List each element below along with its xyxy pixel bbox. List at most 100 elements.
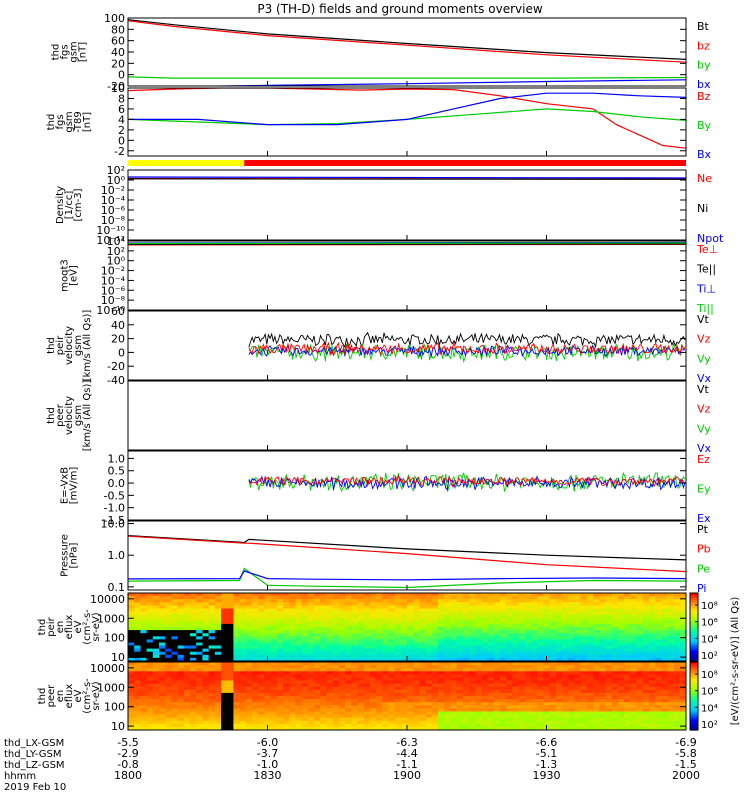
heatmap-cell: [202, 711, 210, 716]
heatmap-cell: [661, 617, 668, 622]
heatmap-cell: [270, 617, 278, 622]
heatmap-cell: [152, 665, 160, 669]
heatmap-cell: [369, 674, 377, 679]
heatmap-cell: [673, 708, 681, 713]
heatmap-cell: [438, 639, 445, 644]
heatmap-cell: [586, 636, 594, 640]
heatmap-cell: [580, 639, 588, 644]
heatmap-cell: [438, 683, 445, 688]
heatmap-cell: [481, 605, 489, 610]
legend-entry: Te⊥: [696, 243, 718, 256]
panel-plot-area: [128, 662, 686, 730]
heatmap-cell: [239, 608, 247, 613]
heatmap-cell: [196, 602, 203, 606]
legend-entry: Ni: [697, 202, 708, 215]
heatmap-cell: [431, 630, 439, 634]
heatmap-cell: [233, 674, 241, 679]
heatmap-cell: [648, 648, 656, 653]
heatmap-cell: [469, 642, 476, 647]
heatmap-cell: [642, 680, 650, 685]
heatmap-cell: [555, 696, 563, 700]
heatmap-cell: [140, 596, 148, 600]
panel-plot-area: [128, 19, 686, 86]
heatmap-cell: [270, 623, 278, 628]
heatmap-cell: [462, 708, 470, 713]
heatmap-cell: [599, 683, 606, 688]
heatmap-cell: [369, 608, 377, 613]
heatmap-cell: [314, 602, 321, 606]
heatmap-cell: [177, 699, 185, 703]
heatmap-cell: [506, 623, 513, 628]
heatmap-cell: [369, 720, 377, 725]
heatmap-cell: [227, 671, 234, 675]
heatmap-cell: [289, 696, 296, 700]
heatmap-cell: [165, 726, 172, 730]
heatmap-cell: [171, 608, 179, 613]
heatmap-cell: [518, 711, 526, 716]
heatmap-cell: [444, 645, 451, 650]
heatmap-cell: [636, 620, 644, 625]
heatmap-cell: [444, 605, 451, 610]
heatmap-cell: [438, 714, 445, 719]
heatmap-cell: [233, 639, 241, 644]
heatmap-cell: [307, 648, 315, 653]
x-axis-value: -1.0: [257, 758, 278, 771]
heatmap-cell: [314, 645, 321, 650]
heatmap-cell: [456, 648, 464, 653]
heatmap-cell: [419, 593, 427, 597]
colorbar-segment: [690, 616, 698, 620]
heatmap-cell: [320, 677, 327, 682]
heatmap-cell: [425, 683, 433, 688]
heatmap-cell: [227, 596, 234, 600]
heatmap-cell: [462, 633, 470, 637]
heatmap-cell: [152, 623, 160, 628]
heatmap-cell: [456, 642, 464, 647]
heatmap-cell: [549, 705, 557, 709]
heatmap-cell: [357, 639, 365, 644]
heatmap-cell: [289, 605, 296, 610]
heatmap-cell: [245, 665, 253, 669]
heatmap-cell: [531, 665, 538, 669]
heatmap-cell: [128, 665, 135, 669]
heatmap-cell: [605, 686, 613, 691]
heatmap-cell: [481, 692, 489, 697]
heatmap-cell: [456, 689, 464, 694]
heatmap-cell: [531, 654, 538, 659]
heatmap-cell: [450, 639, 458, 644]
heatmap-cell: [345, 627, 352, 631]
heatmap-cell: [382, 662, 389, 666]
heatmap-cell: [140, 605, 148, 610]
heatmap-cell: [190, 623, 197, 628]
heatmap-cell: [221, 665, 228, 669]
heatmap-cell: [611, 645, 619, 650]
heatmap-cell: [562, 642, 569, 647]
heatmap-cell: [128, 702, 135, 706]
heatmap-cell: [438, 726, 445, 730]
heatmap-cell: [276, 648, 284, 653]
heatmap-cell: [431, 596, 439, 600]
heatmap-cell: [493, 642, 501, 647]
heatmap-cell: [624, 689, 631, 694]
heatmap-cell: [134, 668, 141, 672]
heatmap-cell: [301, 674, 309, 679]
heatmap-cell: [481, 642, 489, 647]
heatmap-cell: [376, 674, 383, 679]
heatmap-cell: [382, 717, 389, 722]
heatmap-cell: [221, 714, 228, 719]
heatmap-cell: [239, 717, 247, 722]
heatmap-cell: [568, 711, 575, 716]
heatmap-cell: [661, 720, 668, 725]
heatmap-cell: [431, 702, 439, 706]
heatmap-cell: [648, 654, 656, 659]
heatmap-cell: [190, 671, 197, 675]
heatmap-cell: [128, 599, 135, 603]
heatmap-cell: [208, 714, 216, 719]
heatmap-cell: [444, 711, 451, 716]
legend-entry: Bx: [697, 148, 712, 161]
heatmap-cell: [394, 705, 402, 709]
heatmap-cell: [165, 714, 172, 719]
heatmap-cell: [475, 623, 482, 628]
heatmap-cell: [630, 720, 637, 725]
heatmap-cell: [431, 683, 439, 688]
heatmap-cell: [524, 699, 532, 703]
